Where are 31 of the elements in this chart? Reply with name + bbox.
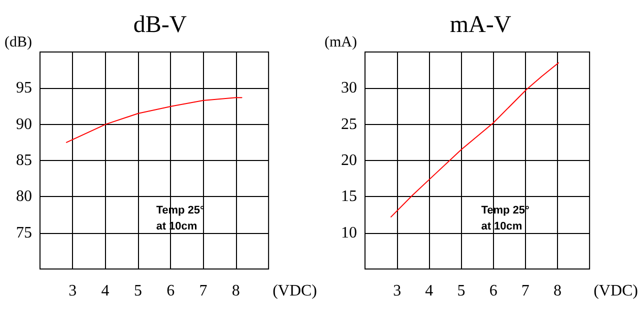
y-tick-label: 10 — [341, 224, 357, 242]
x-tick-label: 7 — [199, 282, 208, 300]
x-tick-label: 5 — [134, 282, 142, 300]
chart-title: mA-V — [450, 12, 512, 38]
x-tick-label: 8 — [232, 282, 240, 300]
y-tick-label: 30 — [341, 80, 357, 97]
y-tick-label: 25 — [341, 116, 357, 133]
y-tick-label: 80 — [16, 188, 32, 206]
x-tick-label: 8 — [553, 282, 562, 300]
x-tick-label: 4 — [425, 282, 434, 300]
line-series — [66, 97, 242, 143]
x-tick-label: 4 — [101, 282, 110, 300]
line-series — [390, 62, 559, 218]
x-tick-label: 6 — [489, 282, 498, 300]
x-tick-label: 6 — [166, 282, 175, 300]
y-tick-label: 90 — [16, 116, 32, 133]
x-tick-label: 7 — [521, 282, 530, 300]
y-axis-title: (dB) — [4, 34, 32, 50]
x-tick-label: 3 — [393, 282, 402, 300]
x-tick-label: 5 — [457, 282, 466, 300]
annotation: at 10cm — [481, 220, 522, 233]
x-tick-label: 3 — [68, 282, 77, 300]
y-axis-title: (mA) — [324, 34, 357, 50]
y-tick-label: 20 — [341, 152, 357, 169]
chart-title: dB-V — [133, 12, 188, 38]
y-tick-label: 85 — [16, 152, 32, 169]
x-axis-title: (VDC) — [594, 282, 638, 300]
y-tick-label: 95 — [16, 80, 32, 97]
x-axis-title: (VDC) — [272, 282, 317, 300]
y-tick-label: 15 — [341, 188, 357, 206]
y-tick-label: 75 — [16, 224, 32, 242]
